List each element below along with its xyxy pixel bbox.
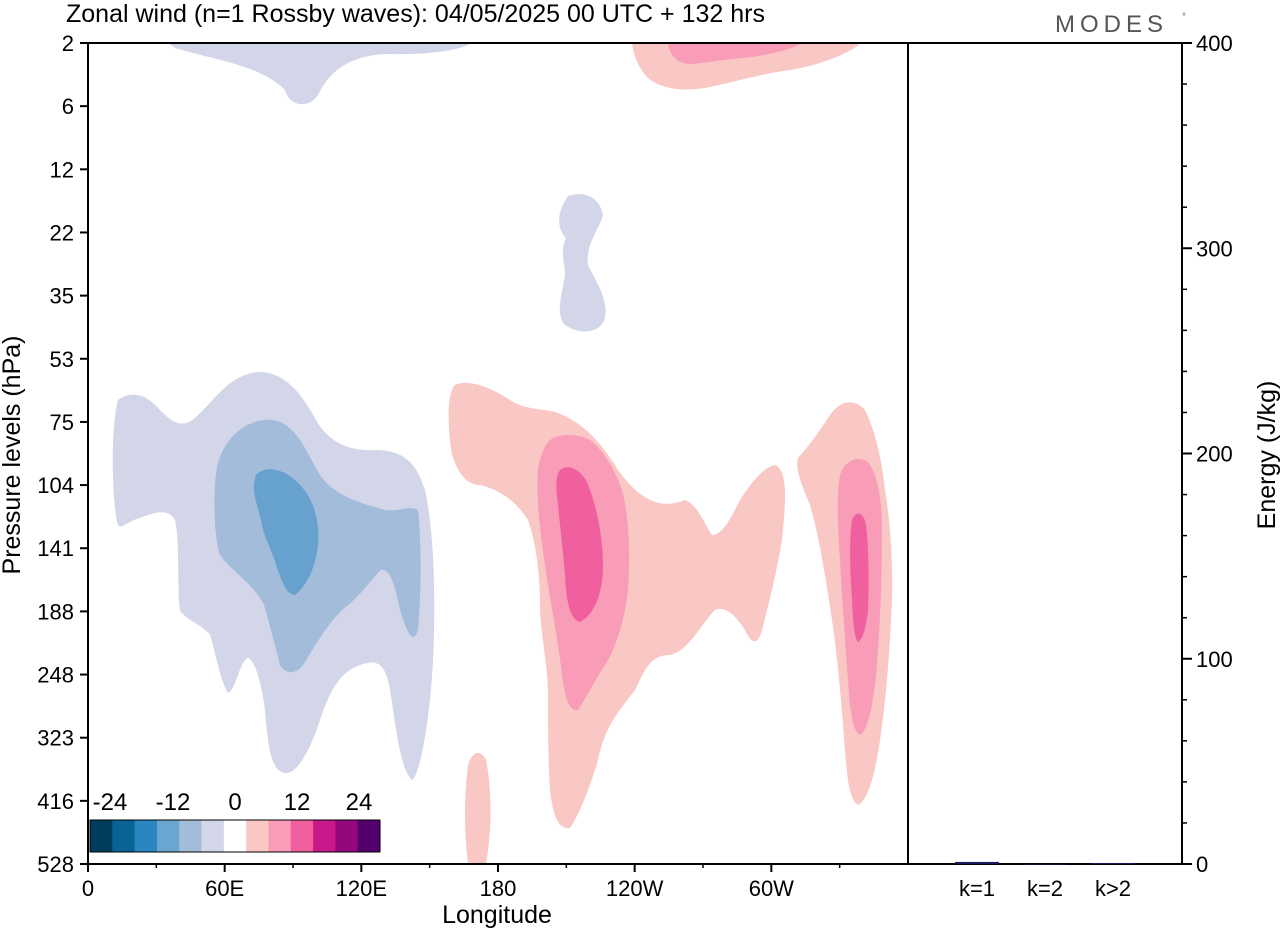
y-tick-label: 12 <box>50 157 74 182</box>
contour-pos-east-core <box>850 513 869 642</box>
energy-bar <box>1091 862 1135 864</box>
x-tick-label: 60W <box>749 876 794 901</box>
colorbar-label: -12 <box>156 789 191 816</box>
energy-category-label: k>2 <box>1095 876 1131 901</box>
energy-categories: k=1 k=2 k>2 <box>959 876 1131 901</box>
energy-category-label: k=1 <box>959 876 995 901</box>
contour-neg-top <box>170 44 470 105</box>
colorbar-swatch <box>179 820 203 852</box>
energy-category-label: k=2 <box>1027 876 1063 901</box>
energy-tick-label: 200 <box>1196 442 1233 467</box>
colorbar-swatch <box>246 820 269 852</box>
energy-panel: 0 100 200 300 400 k=1 k=2 k>2 Energy (J/kg) <box>908 31 1280 901</box>
energy-tick-label: 300 <box>1196 236 1233 261</box>
y-tick-label: 416 <box>37 789 74 814</box>
y-tick-label: 75 <box>50 410 74 435</box>
colorbar-frame <box>89 819 381 853</box>
colorbar-label: 24 <box>346 789 373 816</box>
colorbar-swatch <box>268 820 292 852</box>
contour-pos-bottom <box>465 752 491 864</box>
y-tick-label: 53 <box>50 347 74 372</box>
x-tick-label: 0 <box>82 876 94 901</box>
colorbar-swatches <box>90 820 381 852</box>
y-tick-label: 528 <box>37 852 74 877</box>
colorbar-swatch <box>112 820 136 852</box>
y-tick-label: 6 <box>62 94 74 119</box>
colorbar-swatch <box>357 820 381 852</box>
energy-tick-label: 400 <box>1196 31 1233 56</box>
energy-bars <box>955 861 1135 865</box>
y-tick-label: 2 <box>62 31 74 56</box>
chart-title: Zonal wind (n=1 Rossby waves): 04/05/202… <box>66 0 765 28</box>
x-tick-label: 120E <box>336 876 387 901</box>
x-axis: 0 60E 120E 180 120W 60W <box>82 864 841 901</box>
y-tick-label: 22 <box>50 220 74 245</box>
energy-bar <box>1023 864 1067 865</box>
colorbar-swatch <box>290 820 314 852</box>
energy-tick-label: 0 <box>1196 852 1208 877</box>
colorbar-swatch <box>156 820 180 852</box>
y-tick-label: 141 <box>37 536 74 561</box>
y-tick-label: 104 <box>37 473 74 498</box>
colorbar-swatch <box>134 820 158 852</box>
contour-pos-top-inner <box>668 44 800 64</box>
energy-y-axis: 0 100 200 300 400 <box>1182 31 1233 877</box>
colorbar-label: 12 <box>284 789 311 816</box>
colorbar-swatch <box>201 820 225 852</box>
energy-tick-label: 100 <box>1196 647 1233 672</box>
y-tick-label: 188 <box>37 599 74 624</box>
brand-logo: MODES <box>1055 11 1168 38</box>
y-axis-label: Pressure levels (hPa) <box>0 336 26 575</box>
x-tick-label: 180 <box>480 876 517 901</box>
colorbar-swatch <box>335 820 359 852</box>
colorbar: -24 -12 0 12 24 <box>89 789 381 853</box>
colorbar-label: -24 <box>93 789 128 816</box>
x-tick-label: 120W <box>606 876 664 901</box>
contour-neg-mid <box>559 194 606 332</box>
y-tick-label: 35 <box>50 284 74 309</box>
colorbar-swatch <box>313 820 336 852</box>
contour-neg-core <box>253 469 319 595</box>
brand-mark: ° <box>1182 12 1186 23</box>
energy-bar <box>955 861 999 864</box>
x-axis-label: Longitude <box>442 901 552 929</box>
y-tick-label: 323 <box>37 726 74 751</box>
contour-field <box>112 44 893 864</box>
colorbar-swatch <box>90 820 113 852</box>
y-tick-label: 248 <box>37 663 74 688</box>
y-axis: 2 6 12 22 35 53 75 104 141 188 248 323 416 528 <box>37 31 88 877</box>
contour-pos-main-core <box>556 467 604 622</box>
colorbar-label: 0 <box>228 789 241 816</box>
energy-y-axis-label: Energy (J/kg) <box>1253 381 1280 530</box>
colorbar-swatch <box>223 820 247 852</box>
x-tick-label: 60E <box>205 876 244 901</box>
